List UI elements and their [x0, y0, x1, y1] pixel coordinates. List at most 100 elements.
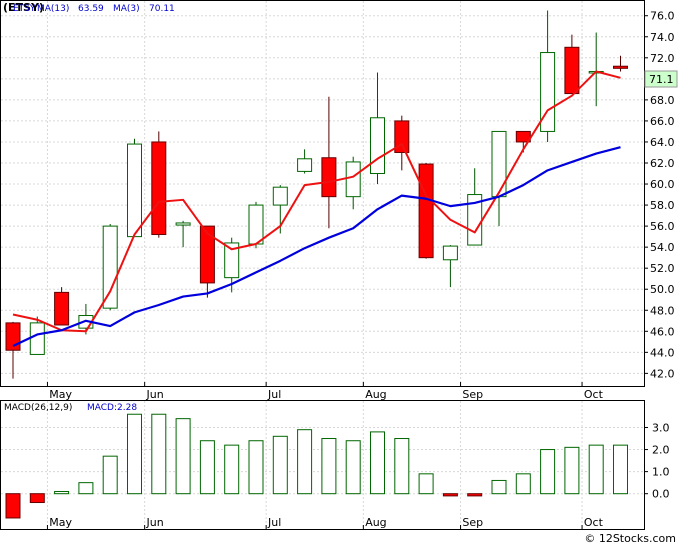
price-tick-label: 66.0 [650, 115, 675, 128]
price-tick-label: 44.0 [650, 346, 675, 359]
macd-tick-label: 2.0 [652, 444, 670, 457]
macd-bar [78, 482, 94, 495]
candle-body [54, 291, 70, 326]
macd-bar [588, 444, 604, 495]
month-label: Oct [584, 516, 604, 529]
price-grid [1, 1, 644, 386]
month-label: May [49, 516, 72, 529]
macd-bar [297, 429, 313, 495]
month-label: Jun [146, 388, 164, 401]
legend-item: ETSY [13, 4, 36, 14]
price-tick-label: 54.0 [650, 241, 675, 254]
last-price-marker: 71.1 [644, 70, 678, 88]
price-tick-label: 62.0 [650, 157, 675, 170]
macd-bar [175, 418, 191, 495]
price-tick-label: 48.0 [650, 304, 675, 317]
macd-bar [199, 440, 215, 495]
macd-bar [5, 493, 21, 519]
candle-body [5, 322, 21, 351]
macd-bar [491, 479, 507, 495]
candle-body [151, 141, 167, 236]
macd-tick-label: 0.0 [652, 488, 670, 501]
copyright-label: © 12Stocks.com [584, 532, 676, 545]
macd-bar [224, 444, 240, 495]
price-tick-label: 76.0 [650, 10, 675, 23]
ma13-line [12, 146, 621, 348]
price-y-axis: 42.0 44.0 46.0 48.0 50.0 52.0 54.0 56.0 58.0 60.0… [644, 10, 675, 380]
macd-bar [29, 493, 45, 504]
price-tick-label: 72.0 [650, 52, 675, 65]
macd-y-axis: 0.0 1.0 2.0 3.0 [644, 421, 670, 501]
candle-body [224, 242, 240, 279]
legend-item: MA(3) [113, 4, 140, 14]
price-tick-label: 64.0 [650, 136, 675, 149]
candle-body [248, 204, 264, 245]
candle-body [127, 143, 142, 238]
price-tick-label: 58.0 [650, 199, 675, 212]
month-label: Aug [365, 516, 386, 529]
candle-body [491, 130, 507, 198]
macd-title: MACD(26,12,9) [4, 403, 72, 413]
macd-bar [442, 493, 458, 497]
macd-bar [102, 455, 118, 495]
macd-bar [540, 449, 556, 495]
month-label: Jul [267, 388, 281, 401]
macd-histogram [5, 413, 628, 519]
macd-bar [515, 473, 531, 495]
candlestick-series [5, 10, 628, 379]
last-price-label: 71.1 [649, 73, 674, 86]
month-label: Jul [267, 516, 281, 529]
legend-item: 63.59 [78, 4, 104, 14]
candle-body [199, 225, 215, 284]
price-tick-label: 60.0 [650, 178, 675, 191]
macd-legend: MACD(26,12,9) MACD:2.28 [4, 403, 137, 413]
macd-bar [613, 444, 628, 495]
price-tick-label: 50.0 [650, 283, 675, 296]
legend-item: MA(13) [37, 4, 69, 14]
candle-body [345, 161, 361, 198]
candle-body [297, 158, 313, 172]
chart-title: (ETSY) [3, 1, 44, 14]
price-tick-label: 68.0 [650, 94, 675, 107]
macd-bar [370, 431, 385, 495]
candle-body [540, 52, 556, 132]
price-tick-label: 52.0 [650, 262, 675, 275]
macd-bar [564, 446, 580, 495]
candle-body [418, 163, 434, 259]
price-tick-label: 56.0 [650, 220, 675, 233]
last-price-box [644, 70, 678, 88]
candle-body [102, 225, 118, 309]
candle-body [613, 65, 628, 69]
macd-bar [127, 413, 142, 495]
moving-average-lines [12, 70, 621, 348]
month-label: Sep [462, 516, 483, 529]
macd-bar [54, 490, 70, 495]
price-x-axis: May Jun Jul Aug Sep Oct [46, 382, 604, 401]
macd-bar [467, 493, 483, 497]
macd-bar [345, 440, 361, 495]
month-label: Jun [146, 516, 164, 529]
macd-x-axis: May Jun Jul Aug Sep Oct [46, 516, 604, 529]
macd-bar [151, 413, 167, 495]
macd-bar [248, 440, 264, 495]
macd-tick-label: 1.0 [652, 466, 670, 479]
macd-bar [321, 438, 337, 495]
candle-body [321, 157, 337, 198]
candle-body [442, 245, 458, 261]
ma3-line [12, 70, 621, 333]
macd-bar [272, 435, 288, 495]
month-label: Oct [584, 388, 604, 401]
month-label: May [49, 388, 72, 401]
candle-body [29, 322, 45, 355]
price-tick-label: 42.0 [650, 367, 675, 380]
candle-body [564, 46, 580, 95]
price-tick-label: 74.0 [650, 31, 675, 44]
candle-body [272, 186, 288, 206]
macd-bar [418, 473, 434, 495]
macd-value: MACD:2.28 [87, 403, 137, 413]
price-tick-label: 46.0 [650, 325, 675, 338]
macd-tick-label: 3.0 [652, 421, 670, 434]
candle-body [370, 117, 385, 175]
month-label: Aug [365, 388, 386, 401]
